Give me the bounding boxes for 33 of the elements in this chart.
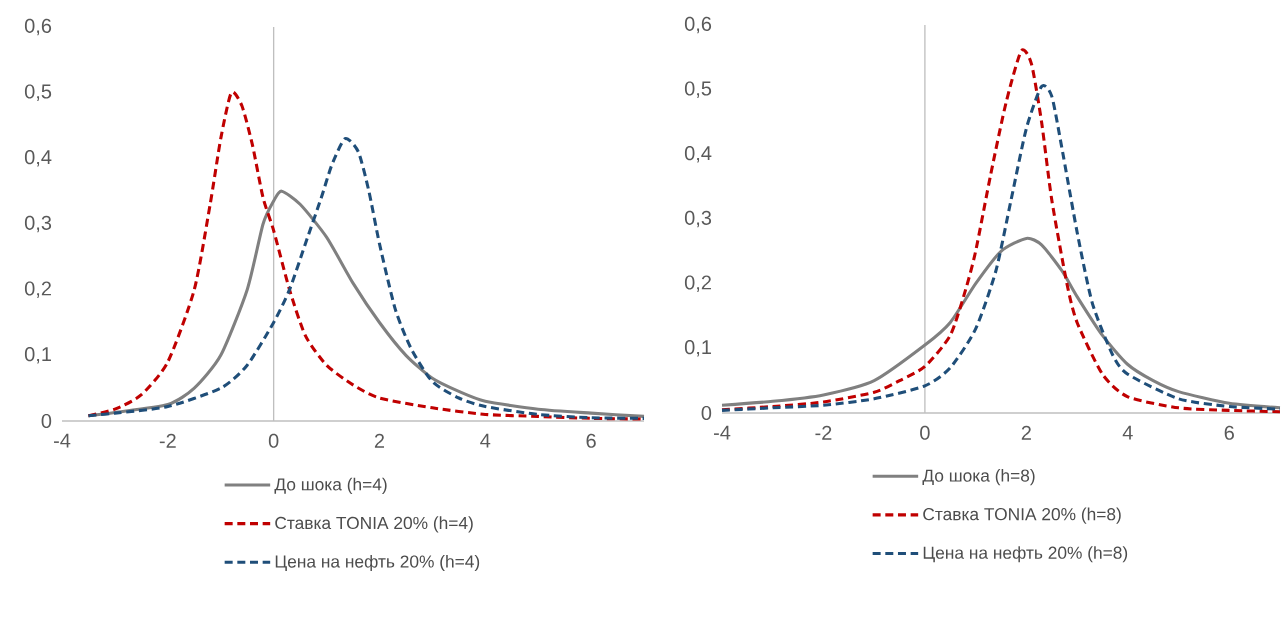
y-tick-label: 0,5 xyxy=(684,81,712,98)
x-tick-label: -4 xyxy=(54,433,71,448)
legend-label: До шока (h=8) xyxy=(922,469,1035,486)
legend-label: Ставка TONIA 20% (h=4) xyxy=(275,516,473,533)
x-tick-label: 0 xyxy=(268,433,279,448)
y-tick-label: 0,6 xyxy=(684,16,712,34)
y-tick-label: 0,5 xyxy=(24,84,52,101)
y-tick-label: 0 xyxy=(41,413,52,429)
x-tick-label: 0 xyxy=(920,425,930,440)
legend-label: До шока (h=4) xyxy=(274,477,387,494)
y-tick-label: 0,2 xyxy=(684,275,711,292)
y-tick-label: 0,4 xyxy=(24,150,52,167)
y-tick-label: 0,6 xyxy=(24,18,52,36)
x-tick-label: 6 xyxy=(1224,425,1234,440)
legend-label: Цена на нефть 20% (h=4) xyxy=(275,554,480,572)
y-tick-label: 0,4 xyxy=(684,146,712,163)
x-tick-label: 2 xyxy=(1021,425,1031,440)
x-tick-label: 4 xyxy=(480,433,491,448)
legend-label: Ставка TONIA 20% (h=8) xyxy=(923,507,1121,524)
legend-label: Цена на нефть 20% (h=8) xyxy=(923,546,1128,563)
line-series xyxy=(720,236,1282,410)
x-tick-label: 6 xyxy=(586,433,596,448)
y-tick-label: 0,2 xyxy=(24,281,51,298)
y-tick-label: 0,1 xyxy=(684,340,711,357)
y-tick-label: 0 xyxy=(701,405,712,421)
y-tick-label: 0,1 xyxy=(24,347,51,364)
x-tick-label: -2 xyxy=(815,425,832,440)
x-tick-label: 2 xyxy=(374,433,385,448)
x-tick-label: 4 xyxy=(1122,425,1133,440)
y-tick-label: 0,3 xyxy=(684,210,712,228)
x-tick-label: -4 xyxy=(713,425,731,440)
x-tick-label: -2 xyxy=(159,433,176,448)
y-tick-label: 0,3 xyxy=(24,215,52,233)
